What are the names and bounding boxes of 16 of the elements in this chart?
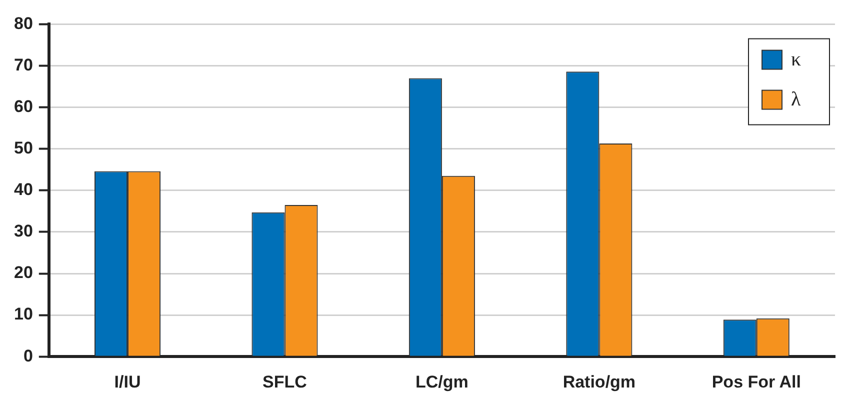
- x-tick-label: I/IU: [114, 372, 141, 392]
- x-tick-label: Ratio/gm: [562, 372, 636, 392]
- y-tick-label: 10: [14, 304, 33, 324]
- y-tick-label: 30: [14, 222, 33, 241]
- legend-label: λ: [791, 88, 801, 110]
- y-tick-label: 40: [14, 180, 33, 200]
- y-tick-label: 60: [14, 96, 33, 116]
- x-tick-label: LC/gm: [416, 372, 468, 392]
- y-tick-label: 50: [14, 138, 33, 158]
- y-tick-label: 0: [23, 346, 33, 366]
- x-tick-label: Pos For All: [712, 372, 801, 392]
- y-tick-label: 80: [14, 14, 33, 33]
- legend-label: κ: [791, 48, 802, 70]
- x-tick-label: SFLC: [262, 372, 307, 392]
- y-tick-label: 70: [14, 55, 33, 74]
- y-tick-label: 20: [14, 263, 33, 282]
